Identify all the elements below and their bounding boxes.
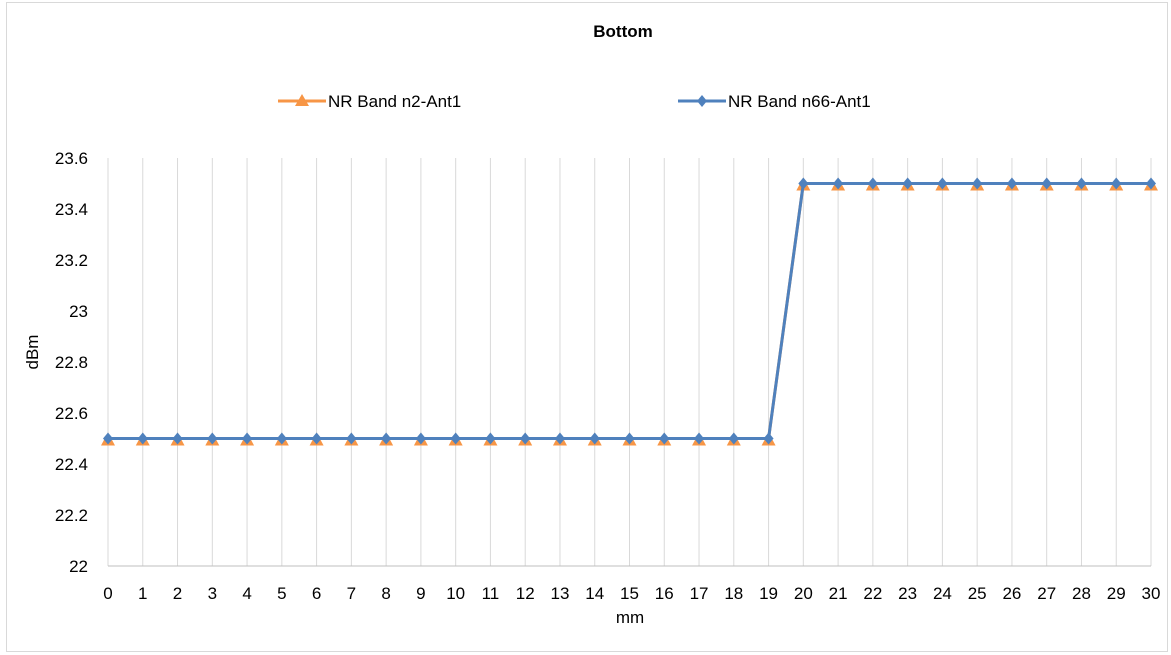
x-tick-label-4: 4 — [242, 584, 251, 603]
series-1-point-12 — [520, 432, 531, 445]
x-tick-label-8: 8 — [381, 584, 390, 603]
series-1-point-19 — [763, 432, 774, 445]
series-1-point-27 — [1041, 177, 1052, 190]
x-tick-label-3: 3 — [208, 584, 217, 603]
x-tick-label-16: 16 — [655, 584, 674, 603]
chart-frame — [6, 2, 1168, 652]
series-1-point-25 — [972, 177, 983, 190]
y-tick-label-8: 23.6 — [55, 149, 88, 168]
legend: NR Band n2-Ant1 NR Band n66-Ant1 — [278, 92, 871, 111]
series-1-point-26 — [1006, 177, 1017, 190]
x-tick-label-19: 19 — [759, 584, 778, 603]
x-tick-label-14: 14 — [585, 584, 604, 603]
x-tick-label-30: 30 — [1142, 584, 1161, 603]
x-tick-label-7: 7 — [347, 584, 356, 603]
series-1-point-2 — [172, 432, 183, 445]
series-1-point-5 — [276, 432, 287, 445]
legend-marker-triangle — [295, 94, 309, 106]
x-tick-label-10: 10 — [446, 584, 465, 603]
chart-title: Bottom — [593, 22, 652, 41]
y-tick-label-5: 23 — [69, 302, 88, 321]
series-1-point-15 — [624, 432, 635, 445]
x-tick-labels: 0 1 2 3 4 5 6 7 8 9 10 11 12 13 14 15 16 17 18 19 20 21 22 23 24… — [103, 584, 1160, 603]
series-1-point-22 — [867, 177, 878, 190]
legend-marker-diamond — [697, 95, 707, 107]
y-tick-label-6: 23.2 — [55, 251, 88, 270]
x-tick-label-5: 5 — [277, 584, 286, 603]
grid — [107, 158, 1152, 566]
x-tick-label-29: 29 — [1107, 584, 1126, 603]
y-tick-label-0: 22 — [69, 557, 88, 576]
y-tick-label-1: 22.2 — [55, 506, 88, 525]
x-tick-label-23: 23 — [898, 584, 917, 603]
series-1-point-21 — [833, 177, 844, 190]
series-1-point-23 — [902, 177, 913, 190]
x-tick-label-12: 12 — [516, 584, 535, 603]
y-tick-label-4: 22.8 — [55, 353, 88, 372]
series-group — [101, 177, 1158, 446]
series-1-point-1 — [137, 432, 148, 445]
x-tick-label-28: 28 — [1072, 584, 1091, 603]
series-1-point-4 — [242, 432, 253, 445]
x-tick-label-11: 11 — [482, 584, 500, 603]
x-tick-label-17: 17 — [690, 584, 709, 603]
series-1-point-20 — [798, 177, 809, 190]
series-1-point-6 — [311, 432, 322, 445]
y-tick-label-3: 22.6 — [55, 404, 88, 423]
x-tick-label-24: 24 — [933, 584, 952, 603]
y-tick-label-7: 23.4 — [55, 200, 88, 219]
series-1-point-24 — [937, 177, 948, 190]
series-1-point-29 — [1111, 177, 1122, 190]
series-1-point-14 — [589, 432, 600, 445]
series-1-point-17 — [694, 432, 705, 445]
series-1-point-0 — [103, 432, 113, 445]
series-1-point-28 — [1076, 177, 1087, 190]
series-1-point-18 — [728, 432, 739, 445]
series-1-point-9 — [415, 432, 426, 445]
x-tick-label-6: 6 — [312, 584, 321, 603]
x-tick-label-22: 22 — [863, 584, 882, 603]
x-tick-label-20: 20 — [794, 584, 813, 603]
x-tick-label-21: 21 — [829, 584, 848, 603]
y-axis-label: dBm — [23, 335, 42, 370]
series-1-point-30 — [1146, 177, 1156, 190]
x-tick-label-13: 13 — [551, 584, 570, 603]
x-tick-label-1: 1 — [138, 584, 147, 603]
y-tick-labels: 22 22.2 22.4 22.6 22.8 23 23.2 23.4 23.6 — [55, 149, 88, 576]
series-1-point-11 — [485, 432, 496, 445]
x-tick-label-27: 27 — [1037, 584, 1056, 603]
x-tick-label-26: 26 — [1002, 584, 1021, 603]
series-1-point-16 — [659, 432, 670, 445]
series-1 — [103, 177, 1156, 445]
legend-label-n66: NR Band n66-Ant1 — [728, 92, 871, 111]
x-axis-label: mm — [616, 608, 644, 627]
series-1-point-3 — [207, 432, 218, 445]
x-tick-label-2: 2 — [173, 584, 182, 603]
y-tick-label-2: 22.4 — [55, 455, 88, 474]
series-1-point-13 — [554, 432, 565, 445]
series-1-point-10 — [450, 432, 461, 445]
x-tick-label-9: 9 — [416, 584, 425, 603]
series-1-point-8 — [381, 432, 392, 445]
legend-label-n2: NR Band n2-Ant1 — [328, 92, 461, 111]
x-tick-label-25: 25 — [968, 584, 987, 603]
x-tick-label-0: 0 — [103, 584, 112, 603]
series-1-point-7 — [346, 432, 357, 445]
x-tick-label-15: 15 — [620, 584, 639, 603]
x-tick-label-18: 18 — [724, 584, 743, 603]
